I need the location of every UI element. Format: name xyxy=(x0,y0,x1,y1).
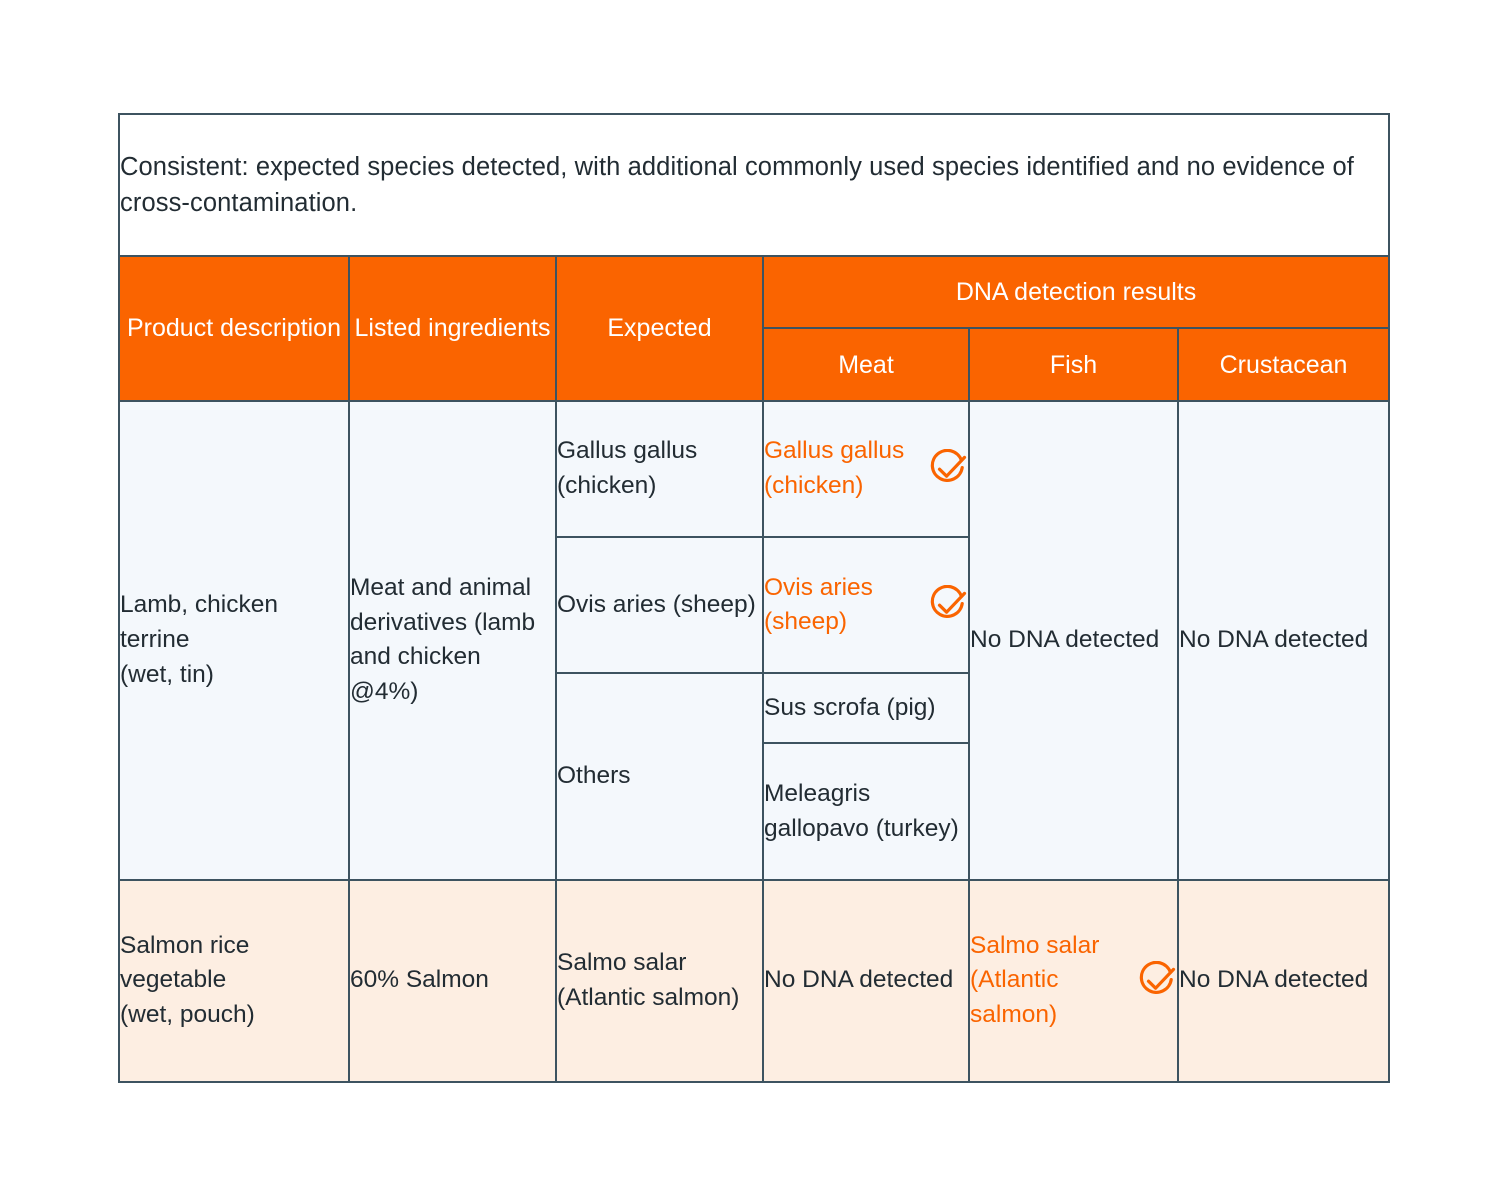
cell-crustacean-1: No DNA detected xyxy=(1176,400,1391,881)
cell-listed-ingredients-2: 60% Salmon xyxy=(348,878,557,1084)
cell-meat-pig: Sus scrofa (pig) xyxy=(762,672,970,745)
cell-meat-turkey: Meleagris gallopavo (turkey) xyxy=(762,742,970,881)
table-row: Others Sus scrofa (pig) xyxy=(119,672,1389,881)
table-row: Salmon rice vegetable (wet, pouch) 60% S… xyxy=(118,878,1391,1084)
consistency-note-text: Consistent: expected species detected, w… xyxy=(120,152,1354,217)
product-description-line-2: vegetable xyxy=(120,966,227,994)
meat-detected-species-chicken: Gallus gallus (chicken) xyxy=(764,437,905,500)
column-header-fish: Fish xyxy=(968,327,1179,403)
header-row-primary: Product description Listed ingredients E… xyxy=(118,254,1391,403)
column-header-product-description: Product description xyxy=(118,254,350,403)
cell-listed-ingredients-1: Meat and animal derivatives (lamb and ch… xyxy=(348,400,557,881)
cell-meat-chicken: Gallus gallus (chicken) xyxy=(762,400,970,539)
product-description-line-2: terrine xyxy=(120,625,190,653)
product-description-line-1: Salmon rice xyxy=(120,931,250,959)
table-row: Lamb, chicken terrine (wet, tin) Meat an… xyxy=(118,400,1391,881)
column-header-meat: Meat xyxy=(762,327,970,403)
check-circle-icon xyxy=(928,585,968,625)
column-header-listed-ingredients: Listed ingredients xyxy=(348,254,557,403)
product-description-line-3: (wet, tin) xyxy=(120,660,214,688)
cell-product-description-2: Salmon rice vegetable (wet, pouch) xyxy=(118,878,350,1084)
cell-expected-salmon: Salmo salar (Atlantic salmon) xyxy=(555,878,764,1084)
cell-meat-sheep: Ovis aries (sheep) xyxy=(762,536,970,675)
dna-results-table: Consistent: expected species detected, w… xyxy=(117,113,1391,1084)
column-header-crustacean: Crustacean xyxy=(1176,327,1391,403)
product-description-line-3: (wet, pouch) xyxy=(120,1001,255,1029)
cell-fish-1: No DNA detected xyxy=(968,400,1179,881)
meat-detected-species-sheep: Ovis aries (sheep) xyxy=(764,573,873,636)
cell-product-description-1: Lamb, chicken terrine (wet, tin) xyxy=(118,400,350,881)
cell-meat-2: No DNA detected xyxy=(762,878,970,1084)
product-description-line-1: Lamb, chicken xyxy=(120,591,278,619)
check-circle-icon xyxy=(928,449,968,489)
header-row-secondary: Meat Fish Crustacean xyxy=(119,327,1391,403)
table-row: Ovis aries (sheep) Ovis aries (sheep) xyxy=(119,536,1389,675)
column-header-dna-detection-results: DNA detection results xyxy=(761,254,1391,330)
column-header-expected: Expected xyxy=(555,254,764,403)
cell-expected-sheep: Ovis aries (sheep) xyxy=(555,536,764,675)
table-row: Meleagris gallopavo (turkey) xyxy=(119,742,1389,881)
consistency-note-cell: Consistent: expected species detected, w… xyxy=(117,113,1391,257)
cell-crustacean-2: No DNA detected xyxy=(1176,878,1391,1084)
note-row: Consistent: expected species detected, w… xyxy=(117,113,1391,257)
fish-detected-species-salmon: Salmo salar (Atlantic salmon) xyxy=(970,931,1100,1029)
cell-fish-salmon: Salmo salar (Atlantic salmon) xyxy=(968,878,1179,1084)
dna-results-table-container: Consistent: expected species detected, w… xyxy=(117,113,1391,1084)
cell-expected-chicken: Gallus gallus (chicken) xyxy=(555,400,764,539)
cell-expected-others: Others xyxy=(555,672,764,881)
check-circle-icon xyxy=(1137,960,1177,1001)
